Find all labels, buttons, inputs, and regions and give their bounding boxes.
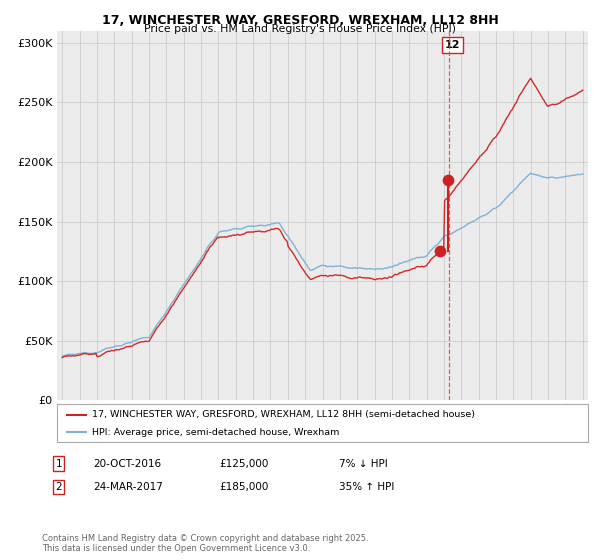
Text: Contains HM Land Registry data © Crown copyright and database right 2025.
This d: Contains HM Land Registry data © Crown c… [42,534,368,553]
Text: 17, WINCHESTER WAY, GRESFORD, WREXHAM, LL12 8HH: 17, WINCHESTER WAY, GRESFORD, WREXHAM, L… [101,14,499,27]
Text: 2: 2 [55,482,62,492]
Text: 7% ↓ HPI: 7% ↓ HPI [339,459,388,469]
Text: £125,000: £125,000 [219,459,268,469]
Text: 17, WINCHESTER WAY, GRESFORD, WREXHAM, LL12 8HH (semi-detached house): 17, WINCHESTER WAY, GRESFORD, WREXHAM, L… [92,410,475,419]
Text: 20-OCT-2016: 20-OCT-2016 [93,459,161,469]
Point [436,247,445,256]
Text: 35% ↑ HPI: 35% ↑ HPI [339,482,394,492]
Point [443,175,453,184]
Text: 24-MAR-2017: 24-MAR-2017 [93,482,163,492]
Text: 12: 12 [445,40,460,50]
Text: HPI: Average price, semi-detached house, Wrexham: HPI: Average price, semi-detached house,… [92,428,339,437]
Text: £185,000: £185,000 [219,482,268,492]
Text: Price paid vs. HM Land Registry's House Price Index (HPI): Price paid vs. HM Land Registry's House … [144,24,456,34]
Text: 1: 1 [55,459,62,469]
